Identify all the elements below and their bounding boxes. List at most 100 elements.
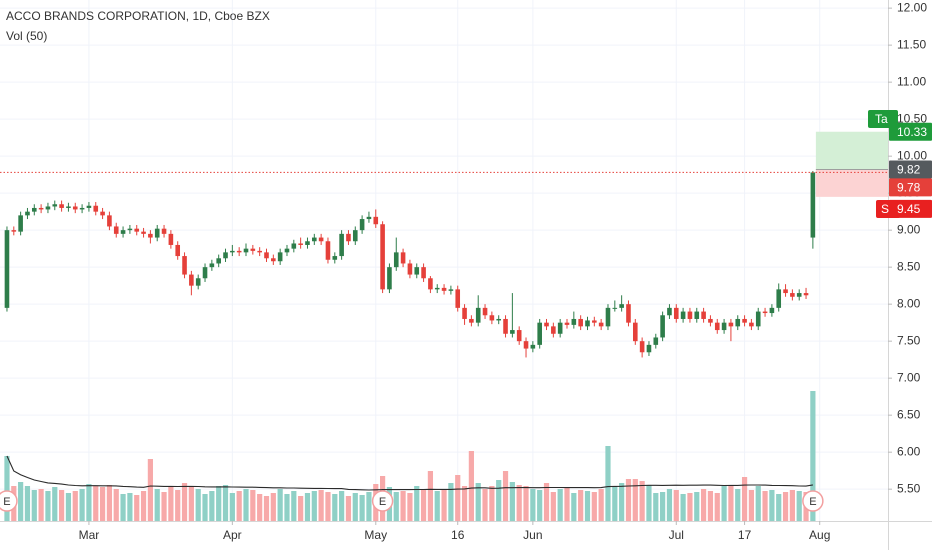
volume-bar <box>407 493 413 521</box>
volume-bar <box>86 484 92 521</box>
x-tick-label: Aug <box>809 528 830 542</box>
candle-body <box>503 318 508 334</box>
volume-bar <box>414 486 420 521</box>
volume-bar <box>127 493 133 521</box>
volume-bar <box>782 492 789 521</box>
candle-body <box>646 344 652 353</box>
volume-bar <box>680 494 686 521</box>
candle-body <box>366 216 372 220</box>
candle-body <box>318 237 324 242</box>
candle-body <box>257 250 262 253</box>
volume-bar <box>735 489 741 521</box>
candle-body <box>776 289 782 308</box>
target-price-label: 10.33 <box>897 125 927 139</box>
target-zone <box>815 131 888 170</box>
y-tick-label: 9.00 <box>897 222 921 236</box>
stop-price-label-box <box>889 199 932 218</box>
volume-bar <box>584 491 591 521</box>
y-tick-label: 11.00 <box>897 74 926 88</box>
candle-body <box>59 204 64 208</box>
volume-bar <box>578 490 584 521</box>
candle-body <box>209 263 215 268</box>
volume-bar <box>168 486 174 521</box>
candle-body <box>277 252 283 262</box>
volume-bar <box>18 482 24 521</box>
volume-bar <box>646 485 652 521</box>
volume-bar <box>400 491 406 521</box>
candle-body <box>605 307 611 327</box>
volume-bar <box>325 492 331 521</box>
candle-body <box>175 244 181 257</box>
grid <box>0 0 888 521</box>
candle-body <box>4 230 10 308</box>
candle-body <box>585 320 590 327</box>
volume-bar <box>475 483 481 521</box>
candle-body <box>790 293 795 297</box>
target-price-label-box <box>889 122 932 141</box>
candle-body <box>352 230 358 242</box>
candle-body <box>803 293 809 296</box>
candle-body <box>762 311 768 314</box>
candle-body <box>373 216 379 225</box>
candle-body <box>592 320 597 323</box>
stop-tag: S <box>881 202 889 216</box>
candle-body <box>598 322 604 327</box>
y-tick-label: 10.50 <box>897 111 927 125</box>
position-zones <box>815 131 888 197</box>
volume-bar <box>434 491 440 521</box>
x-tick-label: Mar <box>79 528 100 542</box>
volume-bar <box>270 493 276 521</box>
volume-bar <box>543 483 550 521</box>
volume-bar <box>339 491 345 521</box>
candle-body <box>810 172 816 238</box>
volume-bar <box>673 490 679 521</box>
volume-bar <box>537 490 543 521</box>
last-price-label-box <box>889 178 932 197</box>
candle-body <box>154 228 160 238</box>
volume-bar <box>694 492 700 521</box>
candle-body <box>523 341 529 349</box>
x-tick-label: May <box>364 528 387 542</box>
candle-body <box>298 243 303 245</box>
entry-price-label: 9.82 <box>897 163 921 177</box>
candle-body <box>236 250 242 253</box>
volume-bar <box>653 493 659 521</box>
volume-bar <box>625 479 632 521</box>
y-tick-label: 12.00 <box>897 0 927 14</box>
volume-bar <box>134 495 140 521</box>
volume-bar <box>516 485 522 521</box>
y-tick-label: 10.00 <box>897 148 927 162</box>
candle-body <box>359 219 365 231</box>
volume-bar <box>277 489 283 521</box>
volume-bar <box>38 489 44 521</box>
volume-bar <box>502 471 509 521</box>
volume-bar <box>291 491 297 521</box>
volume-ma <box>6 455 813 491</box>
volume-bar <box>243 489 249 521</box>
volume-bar <box>687 493 693 521</box>
candle-body <box>182 256 187 275</box>
candle-body <box>38 207 44 210</box>
volume-bar <box>304 493 311 521</box>
volume-bar <box>65 493 72 521</box>
volume-bar <box>311 491 317 521</box>
volume-bar <box>427 471 434 521</box>
volume-bar <box>448 483 454 521</box>
volume-bar <box>161 492 167 521</box>
candle-body <box>482 307 488 316</box>
volume-bar <box>769 490 775 521</box>
candle-body <box>332 256 338 260</box>
candle-body <box>11 230 17 232</box>
volume-bar <box>4 456 10 521</box>
volume-bar <box>202 494 208 521</box>
volume-bar <box>721 486 727 521</box>
volume-bar <box>140 491 147 521</box>
volume-bar <box>359 495 365 521</box>
candle-body <box>578 318 583 327</box>
candle-body <box>441 287 447 291</box>
candle-body <box>462 307 467 319</box>
candle-body <box>469 318 474 323</box>
volume-bar <box>776 494 782 521</box>
candle-body <box>475 307 481 323</box>
candle-body <box>31 207 37 212</box>
